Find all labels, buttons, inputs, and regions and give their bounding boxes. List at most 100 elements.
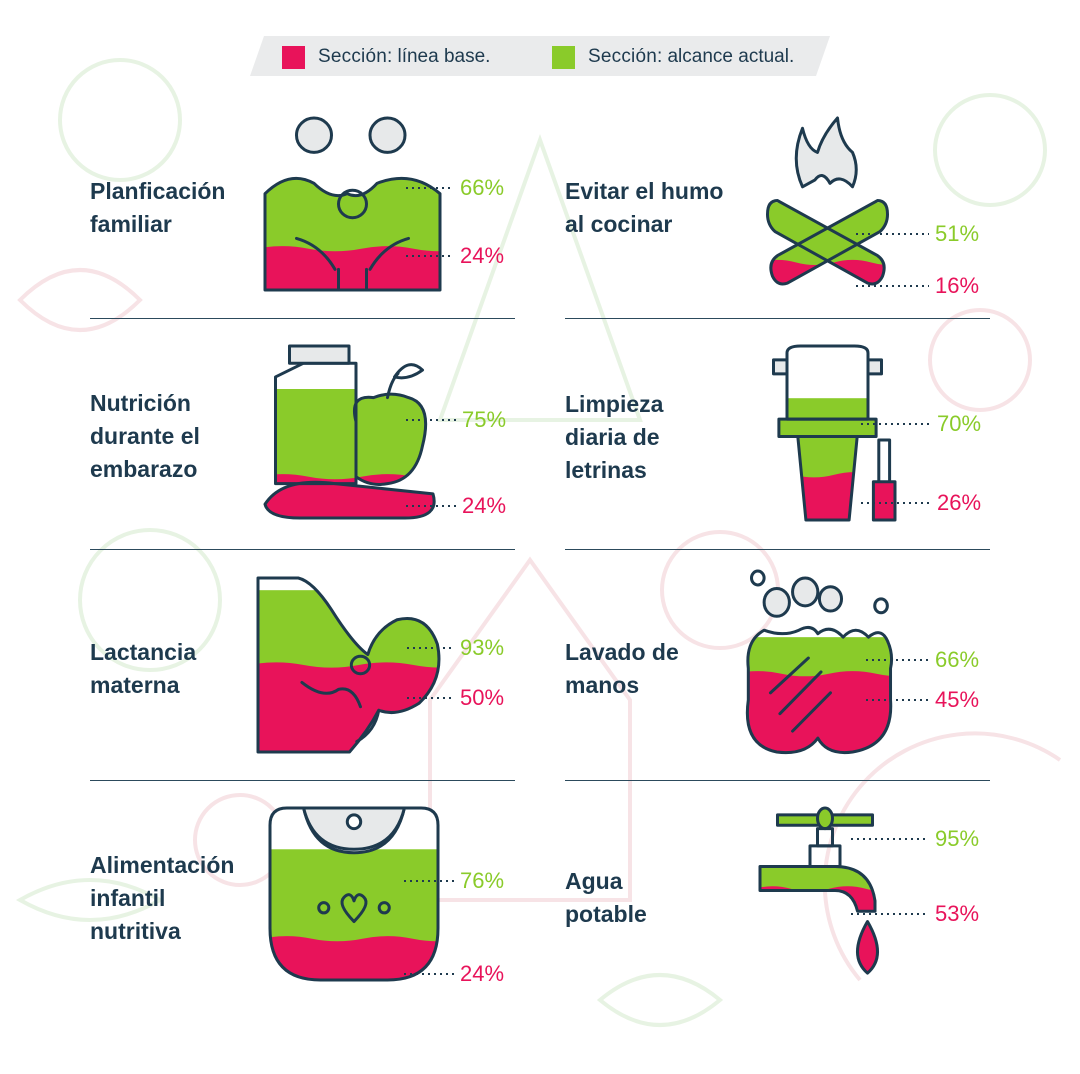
icon-detail	[810, 846, 840, 867]
value-label-baseline: 16%	[935, 273, 980, 298]
background-doodle	[437, 134, 643, 422]
breastfeeding-icon	[258, 578, 441, 752]
value-label-current: 95%	[935, 826, 980, 851]
indicator-label-line: Lavado de	[565, 639, 679, 665]
background-doodle	[822, 731, 1062, 982]
indicator-label: Agua potable	[565, 865, 647, 931]
indicator-label: Nutrición durante el embarazo	[90, 387, 200, 486]
icon-detail	[339, 190, 367, 218]
value-label-current: 75%	[462, 407, 507, 432]
indicator-label-line: Limpieza	[565, 390, 664, 417]
row-divider	[90, 780, 515, 781]
indicator-label-line: diaria de	[565, 423, 660, 450]
value-label-baseline: 24%	[460, 961, 505, 986]
indicator-label: Planficación familiar	[90, 175, 225, 241]
legend-label-baseline: Sección: línea base.	[318, 46, 490, 68]
row-divider	[565, 549, 990, 550]
icon-outline	[265, 482, 434, 518]
indicator-label-line: Planficación	[90, 178, 226, 204]
icon-detail	[868, 360, 882, 374]
bar-baseline	[265, 246, 440, 290]
value-label-current: 70%	[937, 411, 982, 436]
icon-outline	[771, 201, 888, 284]
icon-detail	[818, 808, 833, 829]
value-label-baseline: 24%	[460, 243, 505, 268]
icon-detail	[319, 903, 329, 913]
legend-key-current: Sección:	[588, 46, 663, 67]
icon-outline	[354, 394, 425, 484]
icon-outline	[265, 178, 440, 290]
indicator-label-line: Nutrición	[90, 389, 191, 416]
indicator-label-line: potable	[565, 901, 647, 927]
legend-band	[250, 36, 830, 76]
value-label-baseline: 50%	[460, 685, 505, 710]
icon-detail	[370, 118, 405, 152]
bib-icon	[270, 808, 438, 980]
indicator-label-line: embarazo	[90, 455, 198, 482]
food-icon	[265, 346, 440, 518]
indicator-label: Limpieza diaria de letrinas	[565, 388, 663, 487]
icon-detail	[875, 599, 888, 613]
legend-value-current: alcance actual.	[667, 46, 795, 67]
indicator-label-line: Evitar el humo	[565, 178, 724, 204]
icon-outline	[858, 922, 878, 974]
indicator-label-line: Agua	[565, 868, 623, 894]
value-label-baseline: 24%	[462, 493, 507, 518]
value-label-baseline: 45%	[935, 687, 980, 712]
icon-detail	[297, 238, 409, 290]
indicator-label: Lactancia materna	[90, 636, 196, 702]
icon-detail	[873, 482, 895, 520]
background-doodle	[78, 528, 222, 672]
value-label-current: 76%	[460, 868, 505, 893]
icon-detail	[342, 895, 366, 922]
value-label-current: 66%	[460, 175, 505, 200]
indicator-label: Evitar el humo al cocinar	[565, 175, 723, 241]
background-doodle	[15, 878, 165, 922]
row-divider	[90, 549, 515, 550]
row-divider	[90, 318, 515, 319]
row-divider	[565, 318, 990, 319]
legend-item-current: Sección: alcance actual.	[552, 45, 794, 69]
icon-detail	[297, 118, 332, 152]
icon-detail	[347, 815, 360, 829]
icon-detail	[302, 682, 379, 741]
icon-outline	[779, 419, 876, 436]
row-divider	[565, 780, 990, 781]
indicator-label-line: al cocinar	[565, 211, 673, 237]
indicator-label-line: manos	[565, 672, 640, 698]
icon-detail	[751, 571, 764, 585]
icon-outline	[760, 866, 875, 911]
icon-detail	[774, 360, 788, 374]
icon-detail	[793, 578, 818, 606]
toilet-icon	[760, 346, 895, 520]
faucet-icon	[760, 808, 885, 980]
legend-swatch-current	[552, 45, 575, 69]
indicator-label-line: durante el	[90, 422, 200, 449]
couple-icon	[265, 118, 440, 290]
icon-outline	[747, 627, 891, 752]
indicator-label-line: letrinas	[565, 456, 647, 483]
value-label-current: 93%	[460, 635, 505, 660]
legend: Sección: línea base. Sección: alcance actu…	[250, 36, 830, 76]
value-label-baseline: 26%	[937, 490, 982, 515]
indicator-label-line: materna	[90, 672, 180, 698]
icon-outline	[798, 436, 857, 520]
indicator-label-line: Lactancia	[90, 639, 197, 665]
icon-detail	[796, 118, 856, 187]
indicator-label-line: infantil	[90, 884, 166, 911]
bar-baseline	[270, 936, 438, 980]
icon-detail	[388, 365, 423, 398]
icon-outline	[787, 346, 868, 419]
value-label-current: 66%	[935, 647, 980, 672]
legend-value-baseline: línea base.	[397, 46, 491, 67]
icon-detail	[351, 656, 369, 673]
icon-detail	[764, 588, 789, 616]
legend-key-baseline: Sección:	[318, 46, 393, 67]
legend-swatch-baseline	[282, 45, 305, 69]
handwashing-icon	[742, 578, 900, 752]
legend-label-current: Sección: alcance actual.	[588, 46, 794, 68]
indicator-label: Alimentación infantil nutritiva	[90, 849, 234, 948]
background-doodle	[933, 93, 1047, 207]
icon-detail	[819, 587, 841, 611]
background-doodle	[428, 556, 632, 902]
